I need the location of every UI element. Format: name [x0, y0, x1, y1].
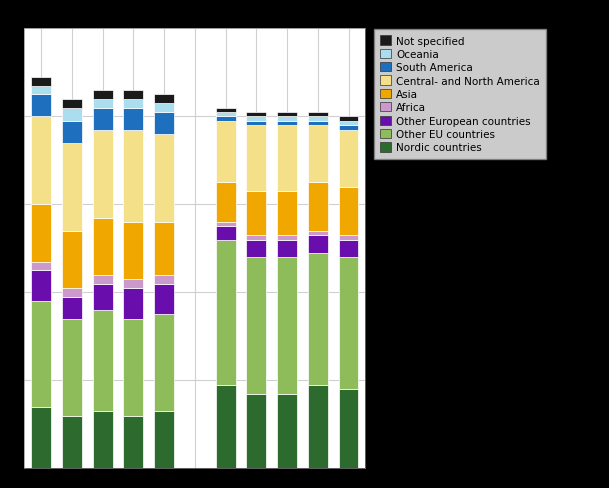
Bar: [277, 117, 297, 122]
Bar: [277, 240, 297, 258]
Bar: [339, 126, 359, 130]
Bar: [247, 126, 266, 192]
Bar: [308, 385, 328, 468]
Bar: [308, 253, 328, 385]
Bar: [31, 95, 51, 117]
Bar: [216, 240, 236, 385]
Bar: [277, 126, 297, 192]
Bar: [62, 122, 82, 143]
Legend: Not specified, Oceania, South America, Central- and North America, Asia, Africa,: Not specified, Oceania, South America, C…: [374, 30, 546, 160]
Bar: [339, 389, 359, 468]
Bar: [93, 284, 113, 310]
Bar: [277, 192, 297, 236]
Bar: [277, 394, 297, 468]
Bar: [31, 117, 51, 205]
Bar: [277, 122, 297, 126]
Bar: [62, 416, 82, 468]
Bar: [216, 223, 236, 227]
Bar: [124, 108, 143, 130]
Bar: [154, 223, 174, 275]
Bar: [31, 86, 51, 95]
Bar: [308, 126, 328, 183]
Bar: [308, 117, 328, 122]
Bar: [216, 117, 236, 122]
Bar: [124, 100, 143, 108]
Bar: [154, 315, 174, 411]
Bar: [93, 411, 113, 468]
Bar: [93, 275, 113, 284]
Bar: [339, 240, 359, 258]
Bar: [339, 236, 359, 240]
Bar: [339, 117, 359, 122]
Bar: [308, 113, 328, 117]
Bar: [93, 130, 113, 218]
Bar: [216, 113, 236, 117]
Bar: [339, 258, 359, 389]
Bar: [247, 117, 266, 122]
Bar: [62, 297, 82, 319]
Bar: [247, 240, 266, 258]
Bar: [277, 258, 297, 394]
Bar: [216, 183, 236, 223]
Bar: [154, 284, 174, 315]
Bar: [93, 310, 113, 411]
Bar: [62, 231, 82, 288]
Bar: [154, 104, 174, 113]
Bar: [31, 302, 51, 407]
Bar: [308, 122, 328, 126]
Bar: [216, 385, 236, 468]
Bar: [339, 187, 359, 236]
Bar: [154, 135, 174, 223]
Bar: [93, 91, 113, 100]
Bar: [154, 113, 174, 135]
Bar: [124, 223, 143, 280]
Bar: [339, 122, 359, 126]
Bar: [247, 113, 266, 117]
Bar: [62, 143, 82, 231]
Bar: [62, 319, 82, 416]
Bar: [93, 108, 113, 130]
Bar: [339, 130, 359, 187]
Bar: [124, 91, 143, 100]
Bar: [247, 394, 266, 468]
Bar: [62, 108, 82, 122]
Bar: [124, 280, 143, 288]
Bar: [154, 411, 174, 468]
Bar: [247, 236, 266, 240]
Bar: [124, 319, 143, 416]
Bar: [154, 95, 174, 104]
Bar: [31, 271, 51, 302]
Bar: [308, 183, 328, 231]
Bar: [216, 122, 236, 183]
Bar: [31, 78, 51, 86]
Bar: [93, 100, 113, 108]
Bar: [31, 262, 51, 271]
Bar: [216, 108, 236, 113]
Bar: [247, 122, 266, 126]
Bar: [308, 231, 328, 236]
Bar: [62, 100, 82, 108]
Bar: [247, 192, 266, 236]
Bar: [277, 236, 297, 240]
Bar: [124, 130, 143, 223]
Bar: [124, 288, 143, 319]
Bar: [247, 258, 266, 394]
Bar: [308, 236, 328, 253]
Bar: [31, 407, 51, 468]
Bar: [62, 288, 82, 297]
Bar: [277, 113, 297, 117]
Bar: [31, 205, 51, 262]
Bar: [124, 416, 143, 468]
Bar: [216, 227, 236, 240]
Bar: [93, 218, 113, 275]
Bar: [154, 275, 174, 284]
